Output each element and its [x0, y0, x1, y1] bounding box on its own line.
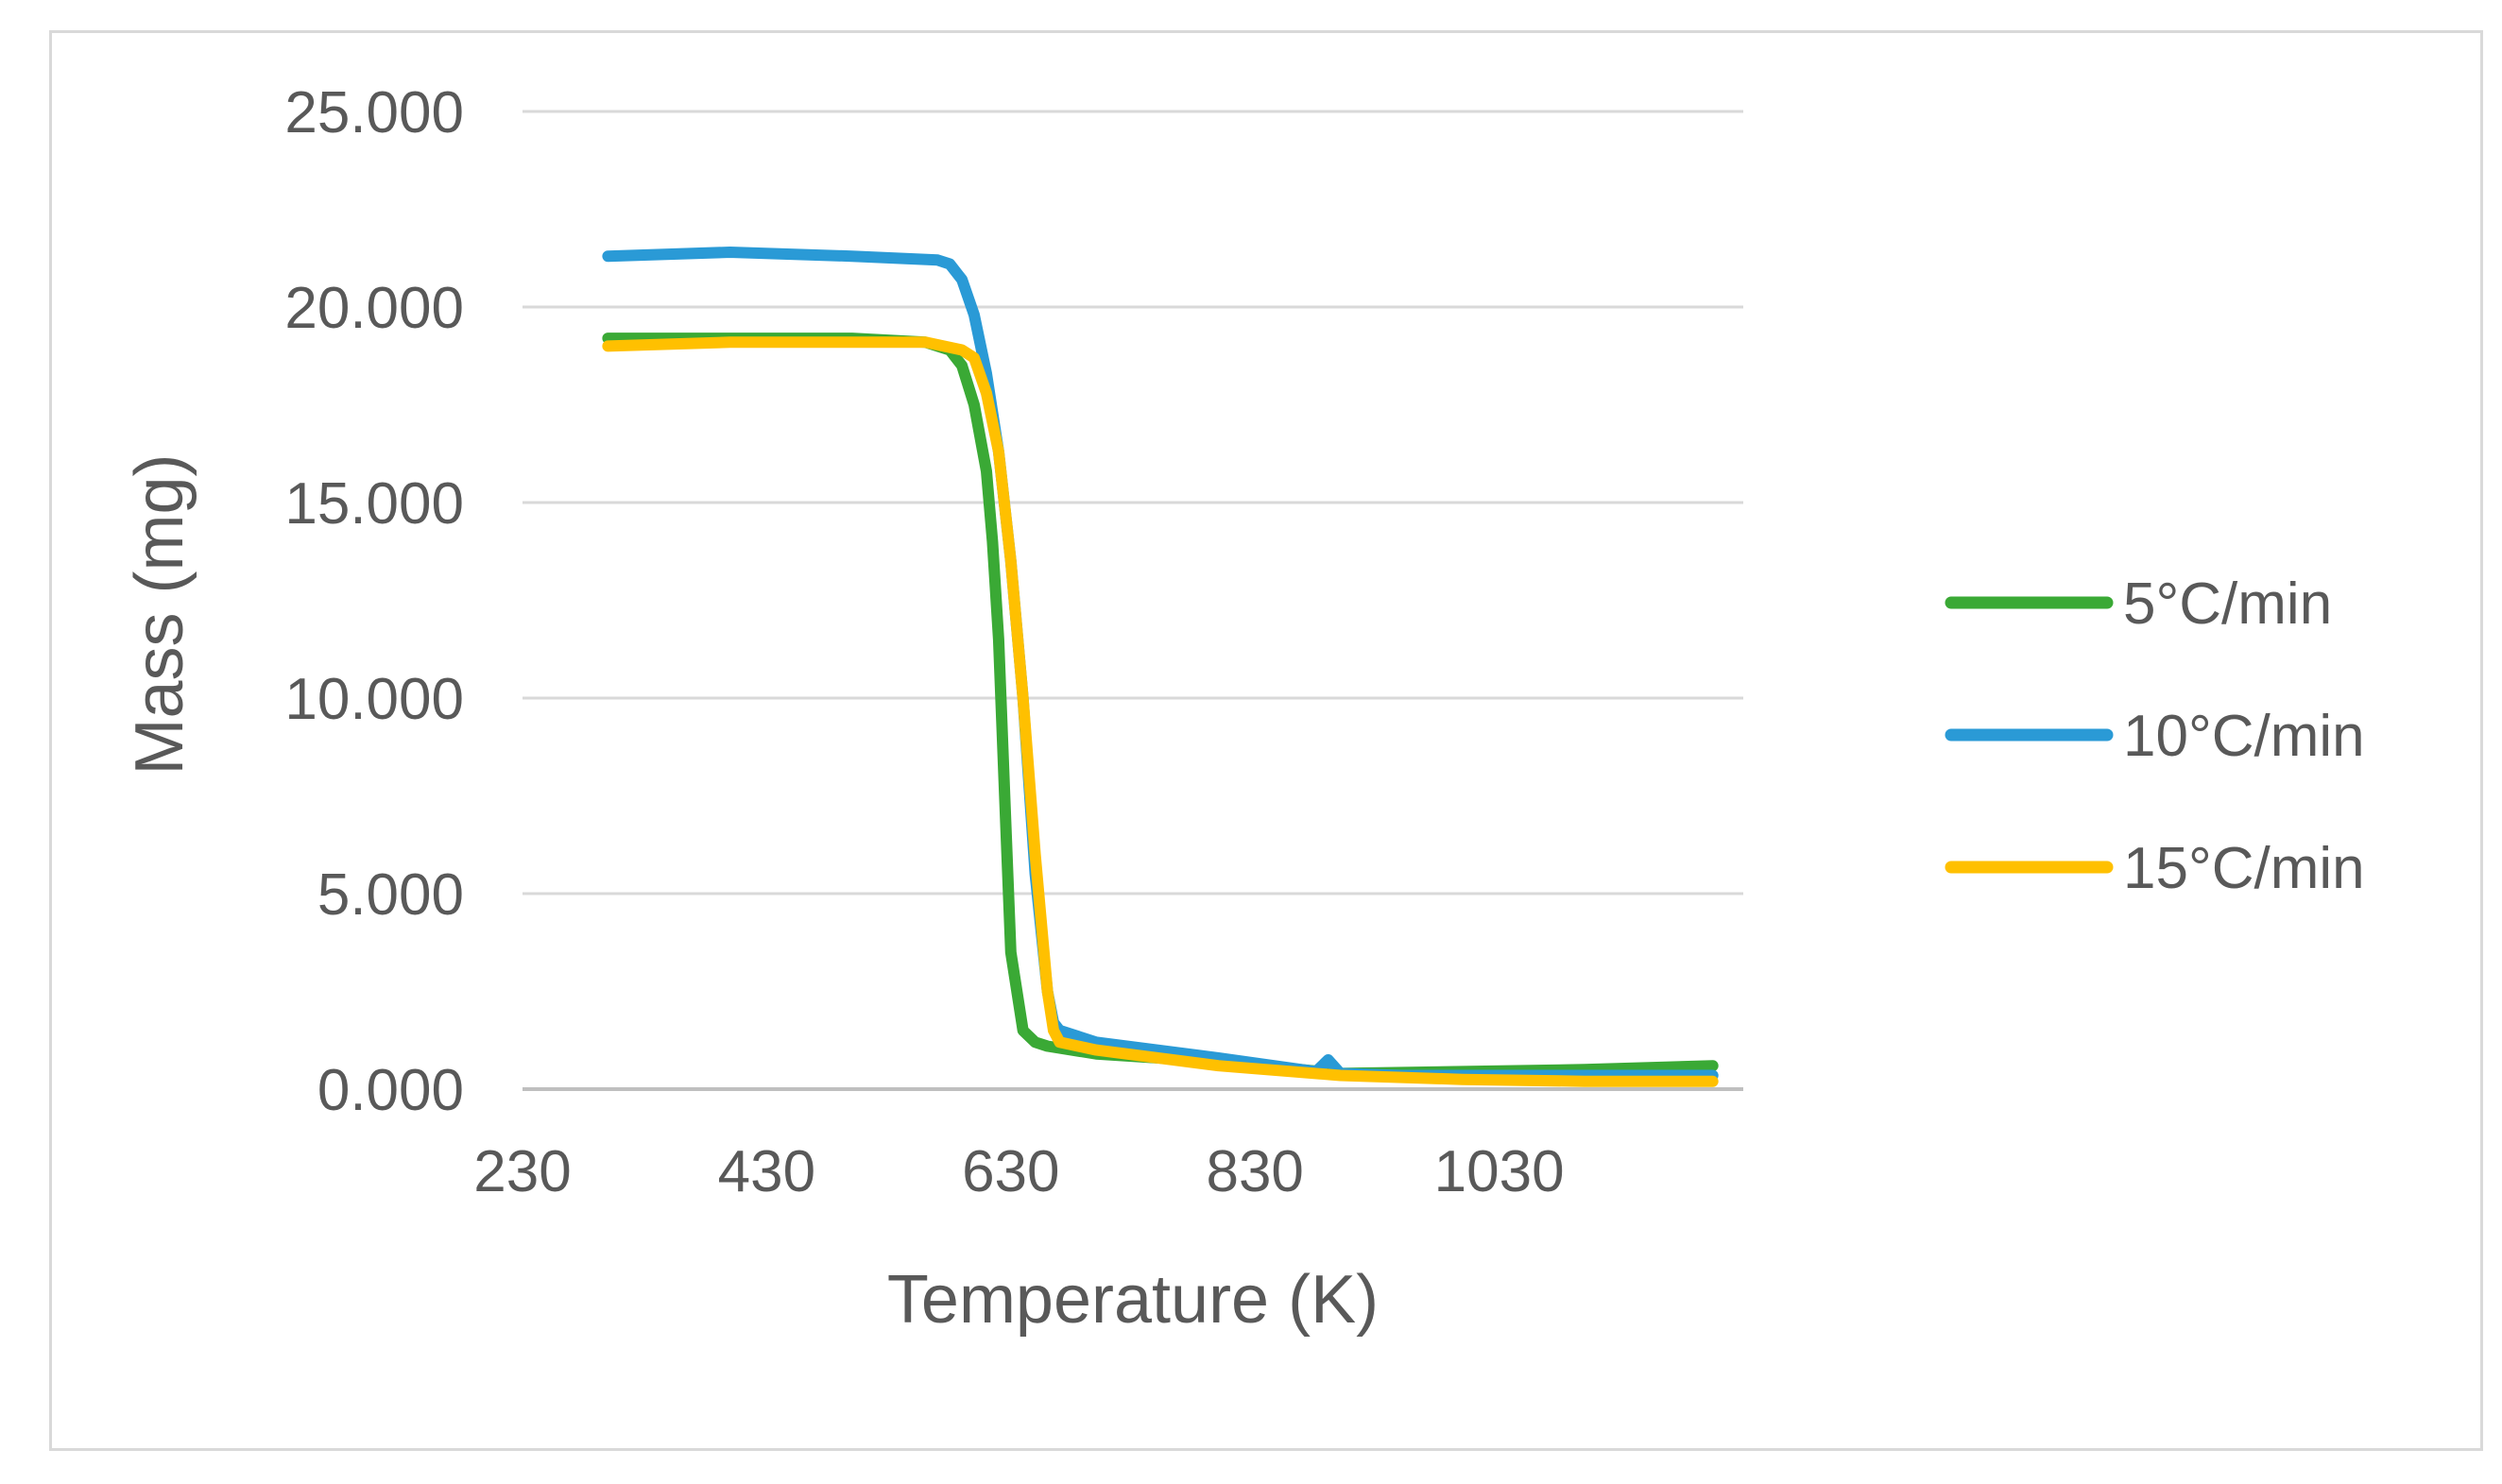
legend-label: 5°C/min	[2123, 571, 2332, 637]
x-axis-title: Temperature (K)	[887, 1262, 1379, 1338]
x-tick-label: 230	[473, 1139, 571, 1204]
legend: 5°C/min 10°C/min 15°C/min	[1945, 571, 2365, 901]
x-tick-label: 830	[1206, 1139, 1303, 1204]
x-tick-label: 430	[718, 1139, 815, 1204]
series-layer	[602, 247, 1719, 1087]
y-tick-label: 15.000	[284, 471, 464, 537]
series-line-3	[602, 336, 1719, 1087]
x-tick-label: 630	[962, 1139, 1059, 1204]
chart-svg: 0.000 5.000 10.000 15.000 20.000 25.000 230 430…	[122, 80, 2365, 1338]
series-line-2	[602, 247, 1719, 1082]
legend-label: 15°C/min	[2123, 836, 2365, 901]
chart-frame: 0.000 5.000 10.000 15.000 20.000 25.000 230 430…	[49, 30, 2483, 1451]
y-tick-label: 20.000	[284, 276, 464, 341]
y-tick-label: 10.000	[284, 667, 464, 732]
y-tick-label: 25.000	[284, 80, 464, 145]
grid-layer	[523, 110, 1743, 1091]
y-tick-label: 5.000	[317, 862, 464, 928]
axis-layer: 0.000 5.000 10.000 15.000 20.000 25.000 230 430…	[284, 80, 1564, 1204]
legend-label: 10°C/min	[2123, 704, 2365, 769]
y-axis-title: Mass (mg)	[122, 454, 197, 776]
x-tick-label: 1030	[1434, 1139, 1565, 1204]
y-tick-label: 0.000	[317, 1058, 464, 1123]
series-line-1	[602, 333, 1719, 1080]
